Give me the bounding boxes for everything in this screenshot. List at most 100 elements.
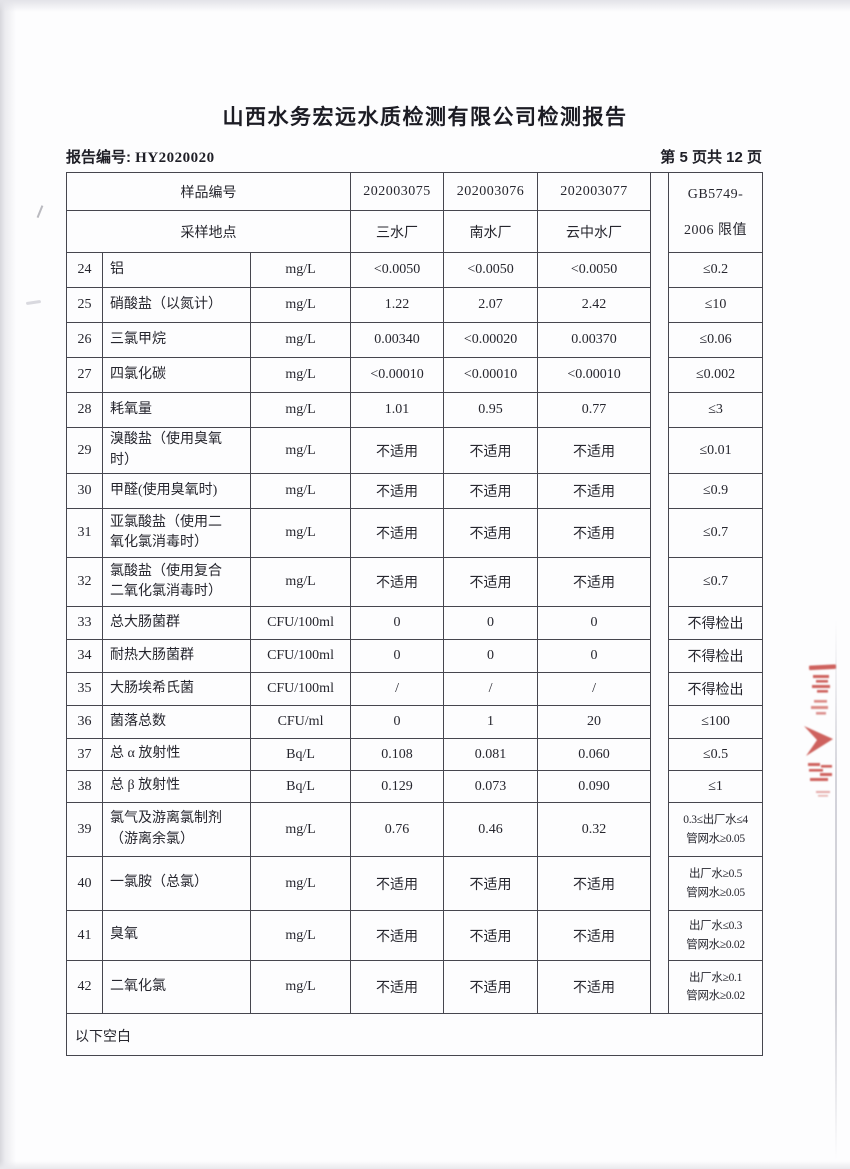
scan-edge-top (0, 0, 850, 12)
unit-cell: mg/L (249, 802, 352, 857)
table-row: 36 菌落总数 CFU/ml 0 1 20 ≤100 (66, 705, 764, 739)
limit-cell: 不得检出 (668, 639, 764, 673)
limit-header-cell: GB5749- 2006 限值 (668, 172, 764, 253)
limit-cell: ≤0.2 (668, 252, 764, 288)
value-cell: 1.01 (350, 392, 445, 428)
parameter-name-cell: 硝酸盐（以氮计） (102, 287, 251, 323)
value-cell: 不适用 (443, 960, 539, 1014)
page-indicator: 第 5 页共 12 页 (660, 149, 762, 166)
unit-cell: mg/L (249, 856, 352, 911)
value-cell: / (443, 672, 539, 706)
value-cell: 0 (537, 606, 652, 640)
scan-edge-left (0, 0, 16, 1169)
value-cell: 0.46 (443, 802, 539, 857)
row-number-cell: 27 (66, 357, 103, 393)
table-row: 24 铝 mg/L <0.0050 <0.0050 <0.0050 ≤0.2 (66, 252, 764, 288)
value-cell: 不适用 (537, 508, 652, 558)
table-row: 29 溴酸盐（使用臭氧 时） mg/L 不适用 不适用 不适用 ≤0.01 (66, 427, 764, 474)
unit-cell: mg/L (249, 392, 352, 428)
limit-cell: ≤0.7 (668, 557, 764, 607)
unit-cell: CFU/100ml (249, 639, 352, 673)
value-cell: / (537, 672, 652, 706)
scan-smudge (36, 205, 43, 218)
value-cell: 不适用 (350, 960, 445, 1014)
limit-cell: 0.3≤出厂水≤4 管网水≥0.05 (668, 802, 764, 857)
value-cell: 不适用 (350, 473, 445, 509)
table-row: 42 二氧化氯 mg/L 不适用 不适用 不适用 出厂水≥0.1 管网水≥0.0… (66, 960, 764, 1014)
value-cell: 0 (350, 705, 445, 739)
value-cell: 不适用 (537, 473, 652, 509)
value-cell: 不适用 (350, 508, 445, 558)
value-cell: 0.76 (350, 802, 445, 857)
value-cell: <0.00010 (443, 357, 539, 393)
parameter-name-cell: 三氯甲烷 (102, 322, 251, 358)
row-number-cell: 38 (66, 770, 103, 803)
report-number: 报告编号: HY2020020 (66, 146, 215, 167)
row-number-cell: 37 (66, 738, 103, 771)
parameter-name-cell: 铝 (102, 252, 251, 288)
value-cell: 1 (443, 705, 539, 739)
results-table: 样品编号 202003075 202003076 202003077 GB574… (65, 172, 764, 1056)
value-cell: 0.073 (443, 770, 539, 803)
value-cell: 不适用 (443, 427, 539, 474)
value-cell: 0.060 (537, 738, 652, 771)
limit-cell: 出厂水≥0.5 管网水≥0.05 (668, 856, 764, 911)
value-cell: 0.00370 (537, 322, 652, 358)
value-cell: <0.0050 (350, 252, 445, 288)
row-number-cell: 41 (66, 910, 103, 961)
limit-cell: ≤10 (668, 287, 764, 323)
limit-cell: ≤0.06 (668, 322, 764, 358)
limit-cell: 出厂水≥0.1 管网水≥0.02 (668, 960, 764, 1014)
row-number-cell: 40 (66, 856, 103, 911)
parameter-name-cell: 甲醛(使用臭氧时) (102, 473, 251, 509)
value-cell: 0.77 (537, 392, 652, 428)
unit-cell: mg/L (249, 252, 352, 288)
report-number-label: 报告编号: (66, 149, 131, 166)
parameter-name-cell: 耗氧量 (102, 392, 251, 428)
row-number-cell: 35 (66, 672, 103, 706)
report-title: 山西水务宏远水质检测有限公司检测报告 (222, 106, 628, 129)
table-row: 32 氯酸盐（使用复合 二氧化氯消毒时） mg/L 不适用 不适用 不适用 ≤0… (66, 557, 764, 607)
table-row: 28 耗氧量 mg/L 1.01 0.95 0.77 ≤3 (66, 392, 764, 428)
unit-cell: mg/L (249, 287, 352, 323)
row-number-cell: 39 (66, 802, 103, 857)
value-cell: 0 (443, 639, 539, 673)
table-header-row: 样品编号 202003075 202003076 202003077 GB574… (65, 172, 764, 1014)
blank-footer-row: 以下空白 (65, 1013, 764, 1056)
value-cell: 0.090 (537, 770, 652, 803)
unit-cell: mg/L (249, 960, 352, 1014)
value-cell: 不适用 (350, 427, 445, 474)
limit-cell: ≤1 (668, 770, 764, 803)
limit-cell: 不得检出 (668, 606, 764, 640)
value-cell: 2.42 (537, 287, 652, 323)
row-number-cell: 32 (66, 557, 103, 607)
sample-id-cell: 202003076 (443, 172, 539, 211)
sample-id-cell: 202003075 (350, 172, 445, 211)
value-cell: 0.108 (350, 738, 445, 771)
row-number-cell: 29 (66, 427, 103, 474)
parameter-name-cell: 二氧化氯 (102, 960, 251, 1014)
unit-cell: mg/L (249, 557, 352, 607)
parameter-name-cell: 四氯化碳 (102, 357, 251, 393)
parameter-name-cell: 总大肠菌群 (102, 606, 251, 640)
parameter-name-cell: 菌落总数 (102, 705, 251, 739)
value-cell: 不适用 (537, 910, 652, 961)
unit-cell: mg/L (249, 322, 352, 358)
row-number-cell: 31 (66, 508, 103, 558)
value-cell: 0 (350, 639, 445, 673)
table-row: 40 一氯胺（总氯） mg/L 不适用 不适用 不适用 出厂水≥0.5 管网水≥… (66, 856, 764, 911)
unit-cell: CFU/ml (249, 705, 352, 739)
location-label-cell: 采样地点 (65, 210, 352, 253)
value-cell: 不适用 (443, 856, 539, 911)
report-number-value: HY2020020 (135, 150, 215, 166)
value-cell: 0.00340 (350, 322, 445, 358)
limit-cell: 不得检出 (668, 672, 764, 706)
table-row: 41 臭氧 mg/L 不适用 不适用 不适用 出厂水≤0.3 管网水≥0.02 (66, 910, 764, 961)
paper-fold-line (835, 620, 837, 1160)
row-number-cell: 30 (66, 473, 103, 509)
unit-cell: mg/L (249, 427, 352, 474)
report-meta-row: 报告编号: HY2020020 第 5 页共 12 页 (66, 146, 762, 167)
unit-cell: mg/L (249, 508, 352, 558)
table-row: 39 氯气及游离氯制剂 （游离余氯） mg/L 0.76 0.46 0.32 0… (66, 802, 764, 857)
